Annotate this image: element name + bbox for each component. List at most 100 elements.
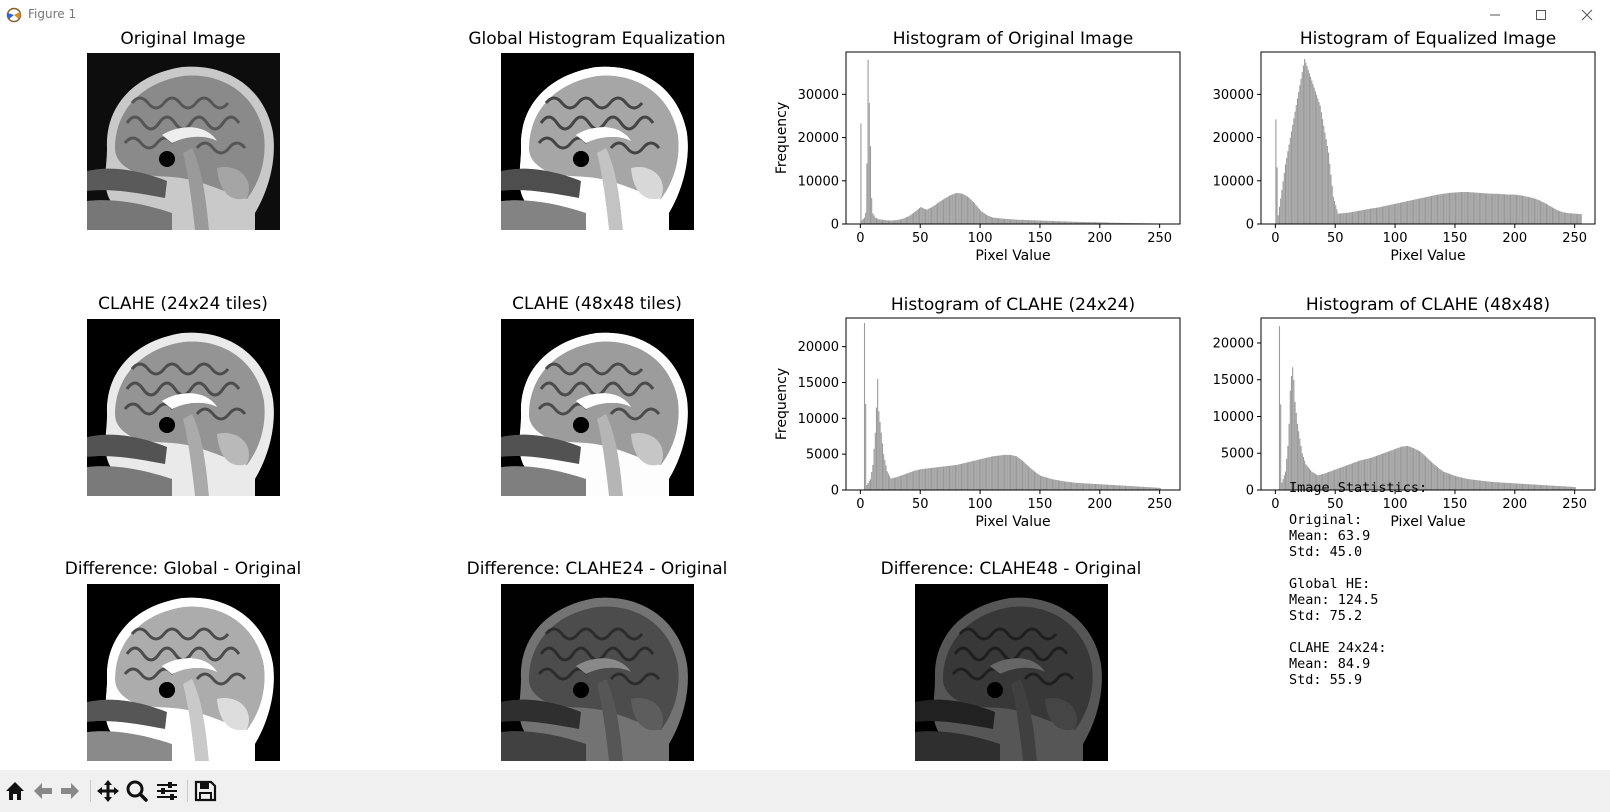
histogram-bar — [953, 465, 955, 490]
histogram-bar — [1038, 220, 1040, 224]
histogram-bar — [1114, 222, 1116, 224]
histogram-bar — [904, 217, 906, 224]
histogram-bar — [916, 470, 918, 490]
histogram-bar — [1344, 465, 1346, 490]
histogram-bar — [910, 471, 912, 490]
histogram-bar — [938, 467, 940, 490]
histogram-bar — [1459, 192, 1461, 224]
histogram-bar — [923, 468, 925, 490]
histogram-bar — [1053, 479, 1055, 490]
histogram-bar — [921, 469, 923, 490]
histogram-bar — [868, 102, 870, 224]
home-button[interactable] — [2, 779, 28, 803]
histogram-bar — [1146, 487, 1148, 490]
histogram-bar — [969, 198, 971, 224]
histogram-bar — [891, 220, 893, 224]
histogram-bar — [1399, 202, 1401, 224]
figure-canvas[interactable]: Original Image Global Histogram Equaliza… — [0, 29, 1610, 770]
histogram-bar — [1100, 222, 1103, 224]
histogram-bar — [1401, 202, 1403, 224]
histogram-bar — [1035, 472, 1037, 490]
histogram-bar — [1049, 478, 1051, 490]
histogram-bar — [1432, 195, 1434, 224]
histogram-bar — [1314, 91, 1316, 224]
histogram-bar — [1144, 486, 1146, 490]
back-button[interactable] — [30, 779, 56, 803]
histogram-bar — [1304, 58, 1306, 224]
histogram-bar — [1147, 487, 1149, 490]
save-button[interactable] — [192, 779, 218, 803]
histogram-bar — [1465, 478, 1467, 490]
histogram-bar — [1404, 201, 1406, 224]
pan-button[interactable] — [95, 779, 121, 803]
histogram-bar — [1335, 469, 1337, 490]
histogram-bar — [928, 208, 930, 224]
histogram-bar — [1499, 482, 1501, 490]
histogram-bar — [1533, 198, 1536, 224]
histogram-bar — [1413, 448, 1415, 490]
histogram-bar — [1090, 483, 1092, 490]
histogram-bar — [1298, 91, 1300, 224]
histogram-bar — [1580, 214, 1582, 224]
histogram-bar — [1381, 206, 1383, 224]
histogram-bar — [1118, 222, 1121, 224]
histogram-bar — [1384, 206, 1386, 224]
histogram-bar — [962, 463, 964, 490]
histogram-bar — [877, 378, 879, 490]
histogram-bar — [1351, 211, 1354, 224]
histogram-bar — [966, 462, 968, 490]
histogram-bar — [1005, 218, 1007, 224]
histogram-bar — [1307, 69, 1309, 224]
histogram-bar — [1089, 222, 1091, 224]
histogram-bar — [1036, 220, 1038, 224]
histogram-bar — [1513, 194, 1515, 224]
histogram-bar — [1550, 206, 1552, 224]
x-tick-label: 50 — [1327, 497, 1344, 512]
histogram-bar — [1362, 459, 1364, 490]
histogram-bar — [978, 459, 980, 490]
histogram-bar — [1474, 192, 1476, 224]
histogram-bar — [1454, 476, 1457, 490]
histogram-bar — [899, 219, 901, 224]
histogram-bar — [1535, 198, 1537, 224]
histogram-bar — [935, 467, 937, 490]
histogram-bar — [1141, 486, 1143, 490]
maximize-button[interactable] — [1518, 0, 1564, 30]
magnifier-icon — [126, 780, 148, 802]
histogram-bar — [1312, 84, 1314, 224]
histogram-bar — [1342, 213, 1344, 224]
histogram-bar — [1301, 72, 1303, 224]
histogram-bar — [925, 468, 927, 490]
histogram-bar — [874, 217, 876, 224]
histogram-bar — [1405, 201, 1407, 224]
histogram-bar — [1115, 222, 1117, 224]
histogram-bar — [1577, 213, 1579, 224]
histogram-bar — [1151, 487, 1153, 490]
histogram-bar — [1560, 211, 1562, 224]
zoom-button[interactable] — [124, 779, 150, 803]
histogram-bar — [1293, 379, 1295, 490]
histogram-bar — [1383, 206, 1385, 224]
histogram-bar — [889, 220, 891, 224]
histogram-bar — [1276, 167, 1278, 224]
histogram-bar — [1427, 196, 1429, 224]
histogram-bar — [874, 432, 876, 490]
histogram-bar — [939, 466, 941, 490]
histogram-bar — [1456, 192, 1458, 224]
minimize-button[interactable] — [1472, 0, 1518, 30]
histogram-bar — [1029, 220, 1031, 224]
histogram-bar — [1020, 219, 1022, 224]
histogram-bar — [946, 466, 948, 490]
histogram-bar — [1098, 222, 1100, 224]
histogram-bar — [1390, 450, 1392, 490]
configure-subplots-button[interactable] — [154, 779, 180, 803]
histogram-bar — [1302, 65, 1304, 224]
histogram-bar — [886, 220, 888, 224]
y-tick-label: 30000 — [1213, 88, 1254, 103]
floppy-disk-icon — [194, 780, 217, 802]
forward-button[interactable] — [57, 779, 83, 803]
histogram-bar — [1359, 210, 1361, 224]
histogram-bar — [1405, 446, 1407, 490]
close-button[interactable] — [1564, 0, 1610, 30]
histogram-bar — [934, 467, 936, 490]
